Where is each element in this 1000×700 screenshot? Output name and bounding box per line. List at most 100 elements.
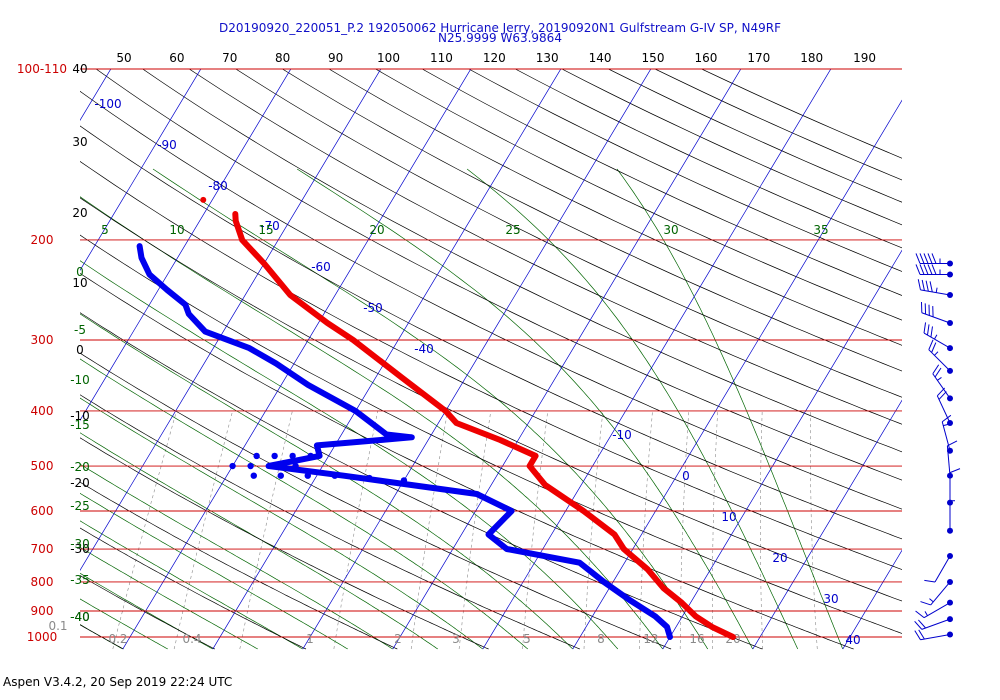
wind-barb-flag bbox=[914, 630, 921, 640]
isotherm-line bbox=[122, 69, 472, 650]
dewpoint-point bbox=[292, 462, 299, 470]
wind-barb-half bbox=[934, 351, 939, 356]
mixing-ratio-label: 12 bbox=[643, 632, 658, 646]
dewpoint-point bbox=[229, 462, 236, 470]
wind-barb-staff bbox=[930, 581, 951, 606]
sounding-profiles bbox=[136, 196, 736, 640]
wind-barb-flag bbox=[928, 339, 934, 350]
dewpoint-point bbox=[274, 462, 281, 470]
temperature-profile bbox=[232, 211, 736, 640]
mixing-ratio-label: 16 bbox=[689, 632, 704, 646]
isotherm-label: 20 bbox=[772, 551, 787, 565]
wind-barb-staff bbox=[928, 349, 951, 372]
top-temp-label: 160 bbox=[694, 51, 717, 65]
wind-barb-flag bbox=[931, 253, 937, 264]
pressure-label: 900 bbox=[31, 604, 54, 618]
left-temp-label: 0 bbox=[76, 343, 84, 357]
wind-barb-flag bbox=[923, 322, 927, 334]
pressure-label: 700 bbox=[31, 542, 54, 556]
moist-adiabat-label: 5 bbox=[101, 223, 109, 237]
wind-barb-flag bbox=[918, 619, 926, 629]
wind-barb-flag bbox=[917, 279, 921, 290]
wind-barb-flag bbox=[920, 601, 931, 606]
wind-barb-flag bbox=[941, 414, 952, 423]
dry-adiabat-line bbox=[80, 352, 672, 650]
wind-barb-staff bbox=[921, 618, 951, 630]
moist-adiabat-line bbox=[80, 432, 438, 650]
dewpoint-point bbox=[250, 472, 257, 479]
wind-barb-flag bbox=[914, 620, 923, 630]
wind-barb-flag bbox=[915, 264, 921, 275]
moist-adiabat-label: 10 bbox=[169, 223, 184, 237]
moist-adiabat-line bbox=[466, 168, 799, 650]
dry-adiabat-line bbox=[80, 394, 580, 650]
moist-adiabat-line bbox=[296, 168, 754, 650]
dry-adiabat-line bbox=[374, 69, 902, 321]
wind-barb-flag bbox=[930, 326, 933, 338]
moist-left-label: -25 bbox=[70, 499, 90, 513]
wind-barb bbox=[914, 616, 953, 630]
top-temp-label: 100 bbox=[377, 51, 400, 65]
mixing-ratio-line bbox=[410, 410, 448, 650]
pressure-label: 600 bbox=[31, 504, 54, 518]
isotherm-line bbox=[80, 69, 382, 572]
isotherm-label: 0 bbox=[682, 469, 690, 483]
dry-adiabat-line bbox=[142, 69, 902, 453]
isotherm-line bbox=[662, 249, 902, 650]
wind-barb-flag bbox=[936, 387, 946, 397]
pressure-label: 400 bbox=[31, 404, 54, 418]
isotherm-label: -100 bbox=[94, 97, 121, 111]
mixing-ratio-line bbox=[760, 410, 763, 650]
footer-version: Aspen V3.4.2, 20 Sep 2019 22:24 UTC bbox=[3, 675, 233, 689]
wind-barb bbox=[923, 322, 953, 352]
top-temp-label: 110 bbox=[430, 51, 453, 65]
mixing-ratio-line bbox=[679, 410, 690, 649]
wind-barb bbox=[914, 629, 953, 641]
left-temp-label: 30 bbox=[72, 135, 87, 149]
dry-adiabat-line bbox=[80, 624, 124, 650]
isotherm-line bbox=[80, 69, 112, 122]
wind-barb-half bbox=[943, 423, 949, 427]
mixing-ratio-line bbox=[458, 410, 492, 650]
isotherm-line bbox=[392, 69, 742, 650]
dry-adiabat-line bbox=[700, 69, 902, 159]
isotherm-line bbox=[842, 549, 902, 650]
wind-barb-flag bbox=[929, 281, 933, 293]
wind-barb-flag bbox=[931, 264, 937, 275]
moist-left-label: -20 bbox=[70, 460, 90, 474]
isotherm-line bbox=[752, 399, 902, 650]
left-temp-label: -20 bbox=[70, 476, 90, 490]
wind-barb-flag bbox=[932, 364, 940, 375]
isotherm-line bbox=[80, 69, 202, 272]
pressure-label: 500 bbox=[31, 459, 54, 473]
moist-adiabat-label: 20 bbox=[369, 223, 384, 237]
isotherm-label: -90 bbox=[157, 138, 177, 152]
isotherms bbox=[80, 69, 902, 650]
top-temp-label: 190 bbox=[853, 51, 876, 65]
wind-barb-flag bbox=[923, 264, 929, 275]
left-temp-label: -40 bbox=[70, 610, 90, 624]
isotherm-line bbox=[482, 69, 832, 650]
dry-adiabat-line bbox=[95, 69, 902, 481]
isotherm-label: -70 bbox=[260, 219, 280, 233]
wind-barb-flag bbox=[915, 610, 925, 619]
dewpoint-point bbox=[304, 472, 311, 479]
dewpoint-point bbox=[289, 452, 296, 460]
dewpoint-point bbox=[307, 452, 314, 460]
wind-barb bbox=[920, 578, 953, 606]
wind-barb-staff bbox=[934, 555, 951, 583]
moist-adiabats bbox=[80, 168, 844, 650]
moist-adiabat-label: 30 bbox=[663, 223, 678, 237]
dewpoint-point bbox=[400, 477, 408, 484]
isotherm-line bbox=[212, 69, 562, 650]
wind-barb bbox=[947, 500, 955, 534]
wind-barb-flag bbox=[921, 279, 925, 291]
wind-barb bbox=[936, 387, 953, 427]
isotherm-line bbox=[80, 69, 292, 422]
top-temp-label: 80 bbox=[275, 51, 290, 65]
isotherm-label: 10 bbox=[721, 510, 736, 524]
wind-barb bbox=[941, 414, 953, 454]
wind-barb bbox=[915, 599, 953, 619]
moist-adiabat-label: 15 bbox=[258, 223, 273, 237]
